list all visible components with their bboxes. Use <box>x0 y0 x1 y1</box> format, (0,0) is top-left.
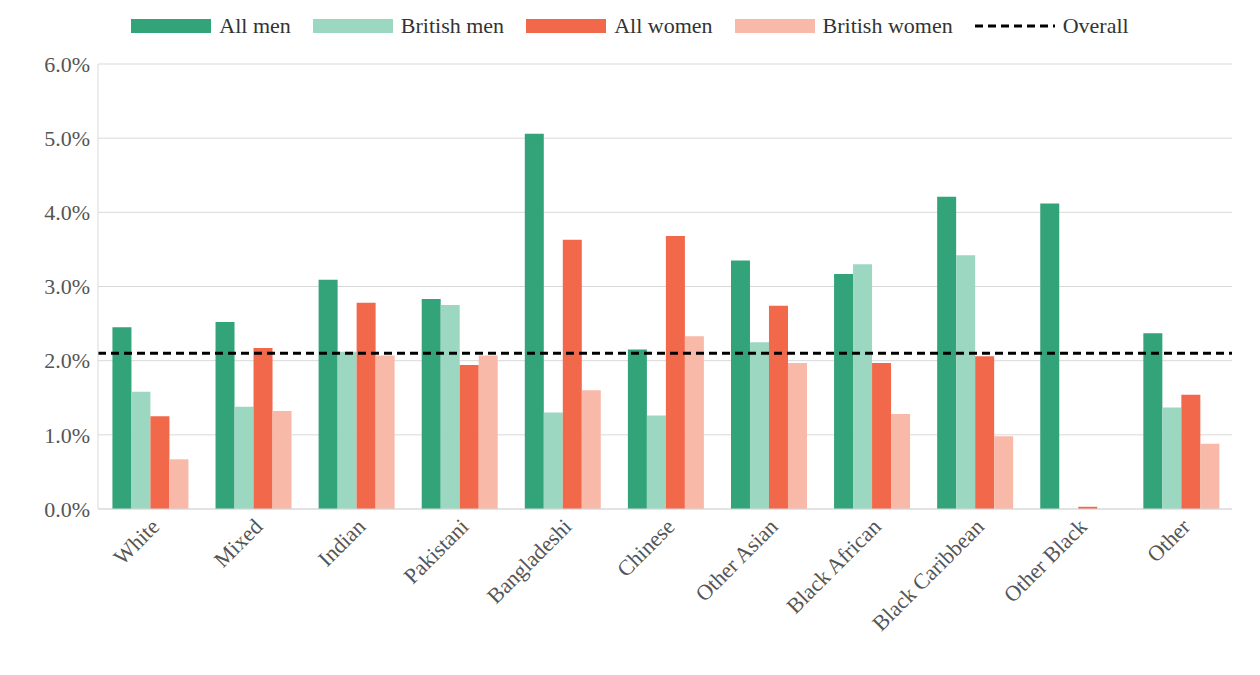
svg-text:Indian: Indian <box>313 514 370 571</box>
svg-text:Other Black: Other Black <box>999 514 1092 607</box>
svg-text:Black Caribbean: Black Caribbean <box>867 514 989 636</box>
svg-text:Pakistani: Pakistani <box>399 514 474 589</box>
svg-text:4.0%: 4.0% <box>44 200 90 225</box>
svg-text:1.0%: 1.0% <box>44 423 90 448</box>
svg-text:6.0%: 6.0% <box>44 52 90 77</box>
svg-text:2.0%: 2.0% <box>44 348 90 373</box>
html-text:Overall: Overall <box>1062 13 1129 38</box>
svg-text:Mixed: Mixed <box>209 514 267 572</box>
svg-text:0.0%: 0.0% <box>44 497 90 522</box>
svg-text:Other: Other <box>1142 513 1196 567</box>
svg-text:White: White <box>108 514 164 570</box>
svg-text:5.0%: 5.0% <box>44 126 90 151</box>
html-text:British men: British men <box>400 13 505 38</box>
html-text:All men: All men <box>219 13 291 38</box>
html-text:British women: British women <box>822 13 953 38</box>
svg-text:Black African: Black African <box>781 514 886 619</box>
html-text:All women: All women <box>614 13 713 38</box>
svg-text:Chinese: Chinese <box>612 514 680 582</box>
svg-text:Other Asian: Other Asian <box>690 514 782 606</box>
svg-text:3.0%: 3.0% <box>44 274 90 299</box>
svg-text:Bangladeshi: Bangladeshi <box>482 514 577 609</box>
